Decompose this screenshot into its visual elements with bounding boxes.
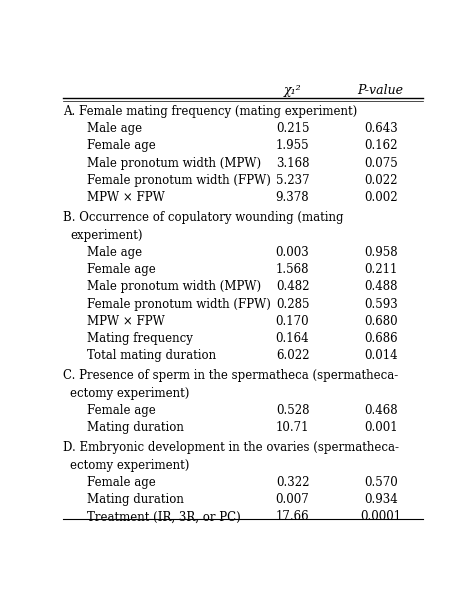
Text: MPW × FPW: MPW × FPW	[87, 191, 164, 204]
Text: experiment): experiment)	[70, 228, 143, 242]
Text: 6.022: 6.022	[276, 350, 309, 362]
Text: 3.168: 3.168	[276, 157, 309, 170]
Text: 0.285: 0.285	[276, 298, 309, 311]
Text: 0.593: 0.593	[364, 298, 398, 311]
Text: Total mating duration: Total mating duration	[87, 350, 216, 362]
Text: 1.568: 1.568	[276, 263, 309, 276]
Text: 0.468: 0.468	[364, 404, 398, 417]
Text: Female age: Female age	[87, 263, 155, 276]
Text: 17.66: 17.66	[276, 510, 310, 524]
Text: 0.0001: 0.0001	[360, 510, 401, 524]
Text: Female pronotum width (FPW): Female pronotum width (FPW)	[87, 298, 271, 311]
Text: Female age: Female age	[87, 476, 155, 489]
Text: 0.958: 0.958	[364, 246, 398, 259]
Text: 0.680: 0.680	[364, 315, 398, 328]
Text: χ₁²: χ₁²	[284, 84, 301, 98]
Text: Mating duration: Mating duration	[87, 421, 184, 435]
Text: 0.022: 0.022	[364, 174, 397, 187]
Text: A. Female mating frequency (mating experiment): A. Female mating frequency (mating exper…	[63, 105, 357, 118]
Text: Mating duration: Mating duration	[87, 493, 184, 506]
Text: 0.001: 0.001	[364, 421, 398, 435]
Text: 0.643: 0.643	[364, 122, 398, 135]
Text: C. Presence of sperm in the spermatheca (spermatheca-: C. Presence of sperm in the spermatheca …	[63, 370, 398, 382]
Text: 0.488: 0.488	[364, 281, 397, 293]
Text: Female age: Female age	[87, 404, 155, 417]
Text: 0.170: 0.170	[276, 315, 310, 328]
Text: 0.215: 0.215	[276, 122, 309, 135]
Text: 0.002: 0.002	[364, 191, 398, 204]
Text: MPW × FPW: MPW × FPW	[87, 315, 164, 328]
Text: 10.71: 10.71	[276, 421, 309, 435]
Text: 0.007: 0.007	[276, 493, 310, 506]
Text: B. Occurrence of copulatory wounding (mating: B. Occurrence of copulatory wounding (ma…	[63, 211, 344, 224]
Text: 0.322: 0.322	[276, 476, 309, 489]
Text: 0.934: 0.934	[364, 493, 398, 506]
Text: D. Embryonic development in the ovaries (spermatheca-: D. Embryonic development in the ovaries …	[63, 441, 399, 454]
Text: 9.378: 9.378	[276, 191, 310, 204]
Text: 0.482: 0.482	[276, 281, 309, 293]
Text: Female age: Female age	[87, 139, 155, 153]
Text: ectomy experiment): ectomy experiment)	[70, 387, 190, 400]
Text: 5.237: 5.237	[276, 174, 310, 187]
Text: Male pronotum width (MPW): Male pronotum width (MPW)	[87, 157, 261, 170]
Text: 0.570: 0.570	[364, 476, 398, 489]
Text: Male age: Male age	[87, 246, 142, 259]
Text: Male pronotum width (MPW): Male pronotum width (MPW)	[87, 281, 261, 293]
Text: 0.014: 0.014	[364, 350, 398, 362]
Text: 0.686: 0.686	[364, 332, 398, 345]
Text: 0.211: 0.211	[364, 263, 397, 276]
Text: 1.955: 1.955	[276, 139, 310, 153]
Text: 0.528: 0.528	[276, 404, 309, 417]
Text: Mating frequency: Mating frequency	[87, 332, 192, 345]
Text: 0.162: 0.162	[364, 139, 397, 153]
Text: Male age: Male age	[87, 122, 142, 135]
Text: Female pronotum width (FPW): Female pronotum width (FPW)	[87, 174, 271, 187]
Text: 0.164: 0.164	[276, 332, 310, 345]
Text: ectomy experiment): ectomy experiment)	[70, 459, 190, 471]
Text: P-value: P-value	[358, 84, 404, 98]
Text: 0.003: 0.003	[276, 246, 310, 259]
Text: 0.075: 0.075	[364, 157, 398, 170]
Text: Treatment (IR, 3R, or PC): Treatment (IR, 3R, or PC)	[87, 510, 240, 524]
